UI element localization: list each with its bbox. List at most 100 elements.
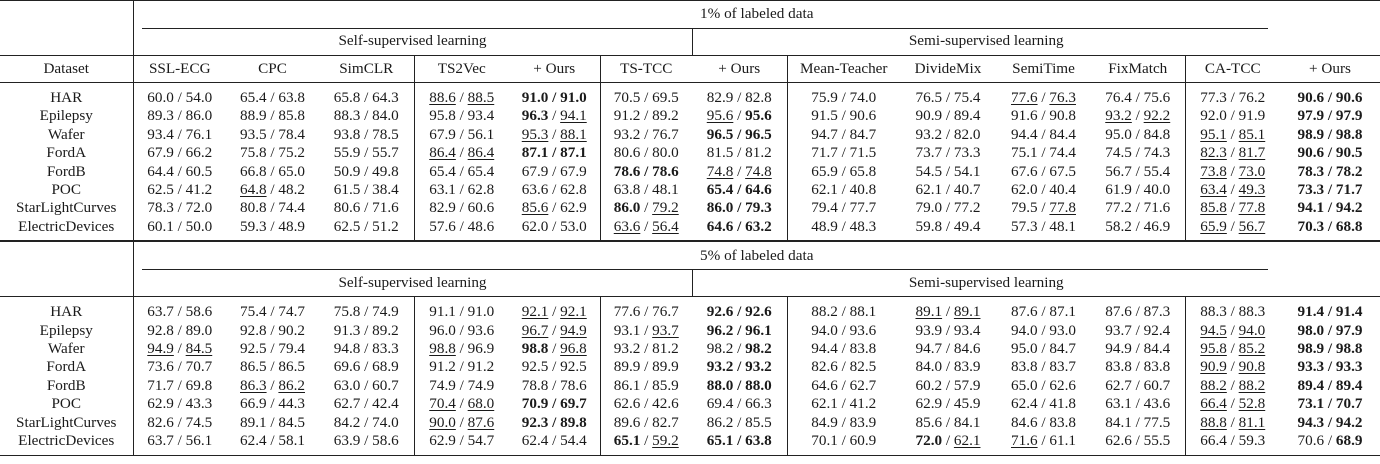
score-cell: 93.2 / 92.2: [1105, 107, 1171, 125]
score-cell: 77.6 / 76.7: [599, 296, 692, 322]
col-header-dataset: Dataset: [0, 55, 133, 83]
accuracy-value: 62.9: [429, 432, 456, 450]
mf1-value: 76.3: [1049, 89, 1076, 106]
accuracy-value: 57.3: [1011, 217, 1038, 235]
accuracy-value: 73.7: [915, 144, 943, 162]
accuracy-value: 94.1: [1297, 199, 1325, 217]
mf1-value: 66.3: [745, 395, 772, 413]
mf1-value: 90.8: [1049, 107, 1076, 125]
col-header-method: SemiTime: [996, 55, 1091, 83]
accuracy-value: 72.0: [915, 432, 943, 450]
score-cell: 82.3 / 81.7: [1184, 144, 1280, 163]
accuracy-value: 65.9: [1200, 217, 1227, 235]
score-cell: 65.1 / 59.2: [599, 432, 692, 455]
score-cell: 62.4 / 58.1: [240, 432, 305, 450]
mf1-value: 83.3: [372, 340, 399, 358]
mf1-value: 85.1: [1238, 125, 1266, 143]
score-cell: 98.9 / 98.8: [1297, 340, 1363, 358]
accuracy-value: 98.0: [1297, 321, 1325, 339]
accuracy-value: 94.0: [1011, 321, 1038, 339]
mf1-value: 56.7: [1238, 217, 1266, 235]
mf1-value: 69.8: [185, 376, 213, 394]
score-cell: 63.7 / 56.1: [132, 432, 226, 455]
accuracy-value: 74.9: [429, 376, 456, 394]
accuracy-value: 93.1: [613, 321, 641, 339]
score-cell: 62.9 / 54.7: [413, 432, 509, 455]
mf1-value: 84.5: [278, 413, 305, 431]
score-cell: 85.6 / 84.1: [915, 413, 981, 431]
accuracy-value: 59.3: [240, 217, 267, 235]
dataset-name: Epilepsy: [39, 321, 93, 339]
mf1-value: 81.2: [745, 144, 772, 162]
score-cell: 98.0 / 97.9: [1297, 321, 1363, 339]
empty-corner: [0, 242, 133, 270]
mf1-value: 48.9: [278, 217, 305, 235]
score-cell: 87.6 / 87.1: [996, 296, 1091, 322]
accuracy-value: 86.5: [240, 358, 267, 376]
mf1-value: 90.2: [278, 321, 305, 339]
mf1-value: 88.1: [849, 303, 877, 321]
col-header-method: FixMatch: [1091, 55, 1185, 83]
accuracy-value: 59.8: [915, 217, 943, 235]
mf1-value: 54.1: [953, 162, 981, 180]
dataset-name: POC: [51, 395, 82, 413]
mf1-value: 71.5: [849, 144, 877, 162]
score-cell: 65.4 / 65.4: [413, 162, 509, 182]
mf1-value: 82.7: [652, 413, 679, 431]
accuracy-value: 61.9: [1105, 181, 1132, 199]
accuracy-value: 96.3: [521, 107, 549, 125]
accuracy-value: 66.8: [240, 162, 267, 180]
score-cell: 94.7 / 84.7: [786, 125, 900, 145]
mf1-value: 89.2: [652, 107, 679, 125]
mf1-value: 88.0: [745, 376, 772, 394]
score-cell: 91.4 / 91.4: [1280, 296, 1380, 322]
score-cell: 72.0 / 62.1: [915, 432, 981, 450]
mf1-value: 90.6: [1335, 89, 1363, 106]
score-cell: 93.2 / 76.7: [599, 125, 692, 145]
accuracy-value: 97.9: [1297, 107, 1325, 125]
accuracy-value: 86.4: [429, 144, 456, 162]
block-title-row: 5% of labeled data: [0, 241, 1380, 270]
table-row: Epilepsy 92.8 / 89.0 92.8 / 90.2 91.3 / 89.…: [0, 321, 1380, 341]
accuracy-value: 90.0: [429, 413, 456, 431]
accuracy-value: 62.9: [147, 395, 174, 413]
accuracy-value: 96.0: [429, 321, 456, 339]
accuracy-value: 75.8: [333, 303, 361, 321]
mf1-value: 91.9: [1238, 107, 1266, 125]
dataset-name: POC: [51, 181, 82, 199]
mf1-value: 94.1: [560, 107, 587, 125]
accuracy-value: 82.3: [1200, 144, 1227, 162]
accuracy-value: 79.5: [1011, 199, 1038, 217]
mf1-value: 48.2: [278, 181, 305, 199]
mf1-value: 65.8: [849, 162, 877, 180]
accuracy-value: 92.6: [706, 303, 734, 321]
table-row: HAR 63.7 / 58.6 75.4 / 74.7 75.8 / 74.9 91.1…: [0, 296, 1380, 322]
score-cell: 58.2 / 46.9: [1105, 217, 1171, 235]
empty-corner: [0, 269, 133, 297]
score-cell: 79.5 / 77.8: [1011, 199, 1076, 217]
score-cell: 98.8 / 96.8: [521, 340, 587, 358]
mf1-value: 83.8: [849, 340, 877, 358]
table-row: ElectricDevices 60.1 / 50.0 59.3 / 48.9 62.…: [0, 217, 1380, 241]
accuracy-value: 94.0: [811, 321, 838, 339]
accuracy-value: 70.3: [1297, 217, 1325, 235]
accuracy-value: 92.5: [240, 340, 267, 358]
block-title: 5% of labeled data: [132, 241, 1380, 270]
mf1-value: 83.9: [953, 358, 981, 376]
accuracy-value: 75.1: [1011, 144, 1038, 162]
block-title-row: 1% of labeled data: [0, 0, 1380, 28]
col-header-method: CPC: [226, 55, 319, 83]
accuracy-value: 65.4: [429, 162, 456, 180]
score-cell: 63.6 / 56.4: [599, 217, 692, 241]
mf1-value: 85.8: [278, 107, 305, 125]
accuracy-value: 78.6: [613, 162, 641, 180]
score-cell: 63.9 / 58.6: [333, 432, 399, 450]
score-cell: 57.6 / 48.6: [413, 217, 509, 241]
score-cell: 83.8 / 83.7: [1011, 358, 1076, 376]
score-cell: 91.5 / 90.6: [786, 107, 900, 126]
accuracy-value: 65.9: [811, 162, 838, 180]
score-cell: 88.3 / 88.3: [1184, 296, 1280, 322]
accuracy-value: 62.9: [915, 395, 943, 413]
mf1-value: 89.4: [953, 107, 981, 125]
mf1-value: 59.2: [652, 432, 679, 450]
